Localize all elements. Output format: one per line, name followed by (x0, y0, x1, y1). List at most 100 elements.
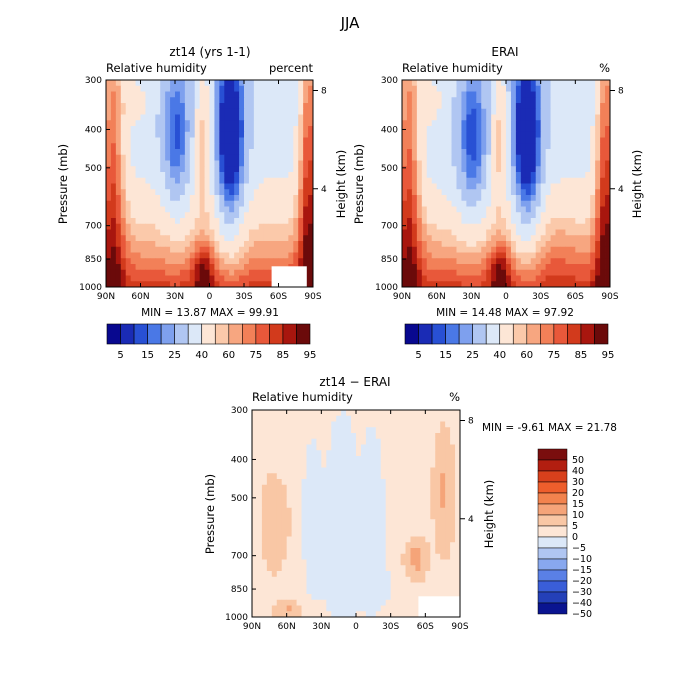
heatmap-cell (268, 183, 274, 190)
heatmap-cell (365, 605, 372, 612)
heatmap-cell (590, 246, 596, 253)
heatmap-cell (515, 195, 522, 202)
heatmap-cell (385, 473, 392, 480)
heatmap-cell (385, 479, 392, 486)
heatmap-cell (600, 103, 606, 110)
heatmap-cell (430, 519, 436, 526)
heatmap-cell (415, 599, 421, 606)
heatmap-cell (120, 246, 127, 253)
heatmap-cell (283, 212, 289, 219)
colorbar-swatch (499, 323, 514, 345)
heatmap-cell (476, 218, 482, 225)
heatmap-cell (491, 160, 497, 167)
heatmap-cell (316, 427, 322, 434)
heatmap-cell (540, 172, 547, 179)
heatmap-cell (520, 200, 527, 207)
heatmap-cell (273, 229, 279, 236)
colorbar-swatch (174, 323, 189, 345)
heatmap-cell (268, 143, 274, 150)
heatmap-cell (451, 281, 457, 288)
heatmap-cell (416, 269, 423, 276)
heatmap-cell (298, 97, 304, 104)
heatmap-cell (491, 126, 497, 133)
heatmap-cell (341, 582, 347, 589)
heatmap-cell (336, 530, 342, 537)
heatmap-cell (385, 582, 392, 589)
heatmap-cell (560, 189, 566, 196)
heatmap-cell (360, 450, 367, 457)
heatmap-cell (150, 177, 156, 184)
heatmap-cell (565, 114, 571, 121)
heatmap-cell (283, 177, 289, 184)
heatmap-cell (360, 565, 367, 572)
heatmap-cell (252, 594, 258, 601)
heatmap-cell (346, 415, 352, 422)
heatmap-cell (595, 131, 601, 138)
heatmap-cell (455, 484, 461, 491)
heatmap-cell (570, 166, 576, 173)
heatmap-cell (580, 229, 586, 236)
heatmap-cell (415, 450, 421, 457)
heatmap-cell (336, 490, 342, 497)
heatmap-cell (209, 189, 215, 196)
heatmap-cell (455, 450, 461, 457)
heatmap-cell (308, 229, 314, 236)
heatmap-cell (331, 415, 337, 422)
heatmap-cell (501, 97, 507, 104)
heatmap-cell (281, 507, 288, 514)
heatmap-cell (520, 91, 527, 98)
heatmap-cell (570, 131, 576, 138)
heatmap-cell (326, 467, 332, 474)
colorbar-swatch (201, 323, 216, 345)
heatmap-cell (331, 502, 337, 509)
heatmap-cell (600, 246, 606, 253)
heatmap-cell (431, 223, 438, 230)
heatmap-cell (214, 275, 220, 282)
heatmap-cell (125, 126, 132, 133)
heatmap-cell (545, 235, 551, 242)
heatmap-cell (258, 258, 265, 265)
heatmap-cell (451, 149, 457, 156)
heatmap-cell (496, 126, 502, 133)
heatmap-cell (204, 154, 210, 161)
heatmap-cell (426, 281, 433, 288)
heatmap-cell (252, 519, 258, 526)
heatmap-cell (145, 195, 151, 202)
heatmap-cell (486, 258, 492, 265)
heatmap-cell (106, 143, 112, 150)
heatmap-cell (165, 206, 171, 213)
heatmap-cell (253, 120, 260, 127)
heatmap-cell (253, 177, 260, 184)
heatmap-cell (545, 114, 551, 121)
heatmap-cell (421, 264, 428, 271)
heatmap-cell (515, 143, 522, 150)
heatmap-cell (266, 553, 273, 560)
heatmap-cell (580, 91, 586, 98)
heatmap-cell (440, 415, 446, 422)
heatmap-cell (436, 126, 443, 133)
heatmap-cell (293, 108, 299, 115)
heatmap-cell (331, 456, 337, 463)
heatmap-cell (293, 177, 299, 184)
heatmap-cell (486, 97, 492, 104)
heatmap-cell (106, 195, 112, 202)
heatmap-cell (486, 114, 492, 121)
heatmap-cell (575, 126, 581, 133)
heatmap-cell (360, 594, 367, 601)
heatmap-cell (155, 206, 161, 213)
heatmap-cell (252, 565, 258, 572)
heatmap-cell (110, 206, 117, 213)
heatmap-cell (525, 223, 532, 230)
heatmap-cell (441, 91, 447, 98)
heatmap-cell (321, 513, 327, 520)
heatmap-cell (535, 120, 542, 127)
heatmap-cell (456, 126, 462, 133)
heatmap-cell (510, 252, 517, 259)
heatmap-cell (341, 571, 347, 578)
heatmap-cell (421, 269, 428, 276)
heatmap-cell (130, 143, 136, 150)
heatmap-cell (466, 183, 472, 190)
heatmap-cell (400, 444, 406, 451)
heatmap-cell (390, 461, 397, 468)
heatmap-cell (308, 241, 314, 248)
